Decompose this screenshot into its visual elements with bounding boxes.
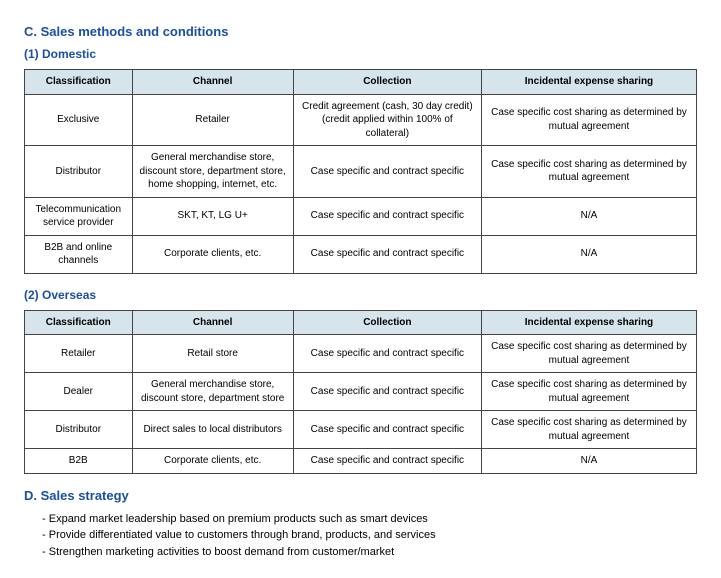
table-cell: Retailer: [132, 94, 293, 146]
table-row: Telecommunication service providerSKT, K…: [25, 197, 697, 235]
table-cell: Credit agreement (cash, 30 day credit) (…: [293, 94, 481, 146]
overseas-label: (2) Overseas: [24, 288, 697, 302]
section-d-heading: D. Sales strategy: [24, 488, 697, 503]
table-cell: General merchandise store, discount stor…: [132, 146, 293, 198]
table-row: RetailerRetail storeCase specific and co…: [25, 335, 697, 373]
col-header: Channel: [132, 70, 293, 95]
strategy-list: Expand market leadership based on premiu…: [42, 511, 697, 561]
col-header: Classification: [25, 70, 133, 95]
table-cell: Corporate clients, etc.: [132, 449, 293, 474]
table-cell: Case specific and contract specific: [293, 373, 481, 411]
table-cell: Case specific cost sharing as determined…: [481, 146, 696, 198]
table-cell: Case specific and contract specific: [293, 235, 481, 273]
table-cell: Corporate clients, etc.: [132, 235, 293, 273]
table-cell: Retailer: [25, 335, 133, 373]
strategy-item: Provide differentiated value to customer…: [42, 527, 697, 544]
table-cell: Exclusive: [25, 94, 133, 146]
table-cell: N/A: [481, 449, 696, 474]
table-cell: Case specific cost sharing as determined…: [481, 373, 696, 411]
table-row: ExclusiveRetailerCredit agreement (cash,…: [25, 94, 697, 146]
table-cell: Case specific and contract specific: [293, 411, 481, 449]
table-cell: N/A: [481, 235, 696, 273]
table-cell: General merchandise store, discount stor…: [132, 373, 293, 411]
table-row: DistributorDirect sales to local distrib…: [25, 411, 697, 449]
table-cell: B2B and online channels: [25, 235, 133, 273]
table-header-row: Classification Channel Collection Incide…: [25, 310, 697, 335]
table-cell: Case specific cost sharing as determined…: [481, 411, 696, 449]
col-header: Classification: [25, 310, 133, 335]
overseas-tbody: RetailerRetail storeCase specific and co…: [25, 335, 697, 474]
table-row: B2B and online channelsCorporate clients…: [25, 235, 697, 273]
col-header: Collection: [293, 310, 481, 335]
table-cell: B2B: [25, 449, 133, 474]
col-header: Channel: [132, 310, 293, 335]
table-row: DistributorGeneral merchandise store, di…: [25, 146, 697, 198]
table-cell: Retail store: [132, 335, 293, 373]
table-cell: Case specific and contract specific: [293, 146, 481, 198]
table-cell: Direct sales to local distributors: [132, 411, 293, 449]
strategy-item: Strengthen marketing activities to boost…: [42, 544, 697, 561]
domestic-table: Classification Channel Collection Incide…: [24, 69, 697, 274]
table-cell: N/A: [481, 197, 696, 235]
strategy-item: Expand market leadership based on premiu…: [42, 511, 697, 528]
table-cell: Case specific and contract specific: [293, 197, 481, 235]
col-header: Incidental expense sharing: [481, 70, 696, 95]
col-header: Incidental expense sharing: [481, 310, 696, 335]
table-cell: Case specific and contract specific: [293, 449, 481, 474]
domestic-label: (1) Domestic: [24, 47, 697, 61]
overseas-table: Classification Channel Collection Incide…: [24, 310, 697, 474]
section-c-heading: C. Sales methods and conditions: [24, 24, 697, 39]
table-cell: Case specific and contract specific: [293, 335, 481, 373]
table-row: B2BCorporate clients, etc.Case specific …: [25, 449, 697, 474]
table-cell: Distributor: [25, 411, 133, 449]
table-cell: SKT, KT, LG U+: [132, 197, 293, 235]
table-row: DealerGeneral merchandise store, discoun…: [25, 373, 697, 411]
table-cell: Dealer: [25, 373, 133, 411]
table-cell: Distributor: [25, 146, 133, 198]
domestic-tbody: ExclusiveRetailerCredit agreement (cash,…: [25, 94, 697, 273]
col-header: Collection: [293, 70, 481, 95]
table-cell: Case specific cost sharing as determined…: [481, 94, 696, 146]
table-header-row: Classification Channel Collection Incide…: [25, 70, 697, 95]
table-cell: Case specific cost sharing as determined…: [481, 335, 696, 373]
table-cell: Telecommunication service provider: [25, 197, 133, 235]
